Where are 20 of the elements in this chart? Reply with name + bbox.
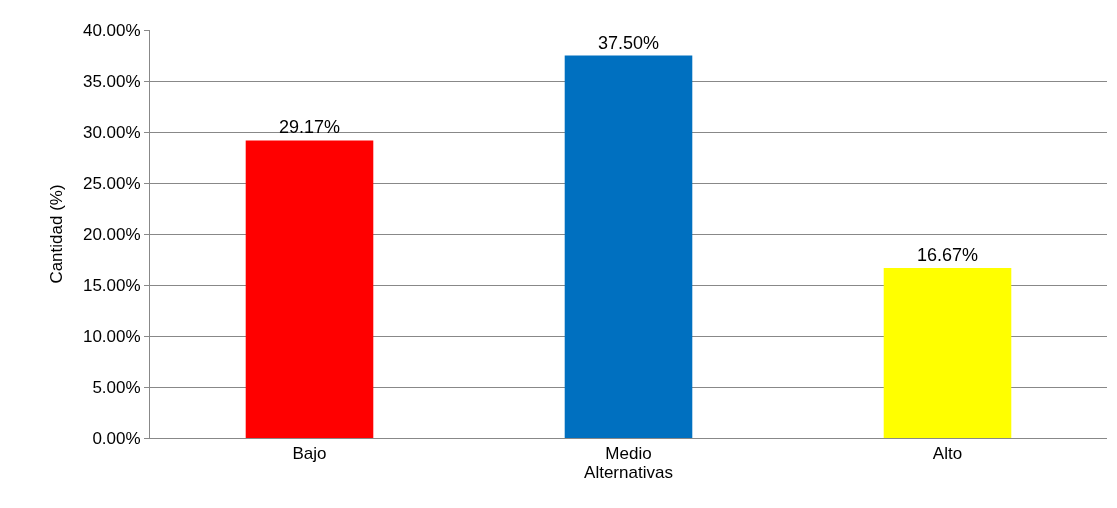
y-tick-label: 30.00% — [82, 122, 141, 142]
y-tick-label: 10.00% — [82, 326, 141, 346]
bar — [564, 55, 693, 438]
y-tick-label: 40.00% — [82, 20, 141, 40]
y-tick-label: 5.00% — [92, 377, 141, 397]
data-label: 37.50% — [597, 32, 660, 53]
y-tick-label: 20.00% — [82, 224, 141, 244]
y-tick-label: 0.00% — [92, 428, 141, 448]
x-axis-title: Alternativas — [584, 463, 673, 483]
x-tick-label: Alto — [932, 444, 963, 464]
y-tick-label: 25.00% — [82, 173, 141, 193]
y-tick-label: 15.00% — [82, 275, 141, 295]
y-axis-title: Cantidad (%) — [47, 184, 67, 284]
x-tick-label: Bajo — [292, 444, 327, 464]
y-tick-label: 35.00% — [82, 71, 141, 91]
bar — [883, 267, 1012, 438]
data-label: 29.17% — [278, 117, 341, 138]
bar — [245, 140, 374, 438]
x-tick-label: Medio — [605, 444, 652, 464]
data-label: 16.67% — [916, 244, 979, 265]
